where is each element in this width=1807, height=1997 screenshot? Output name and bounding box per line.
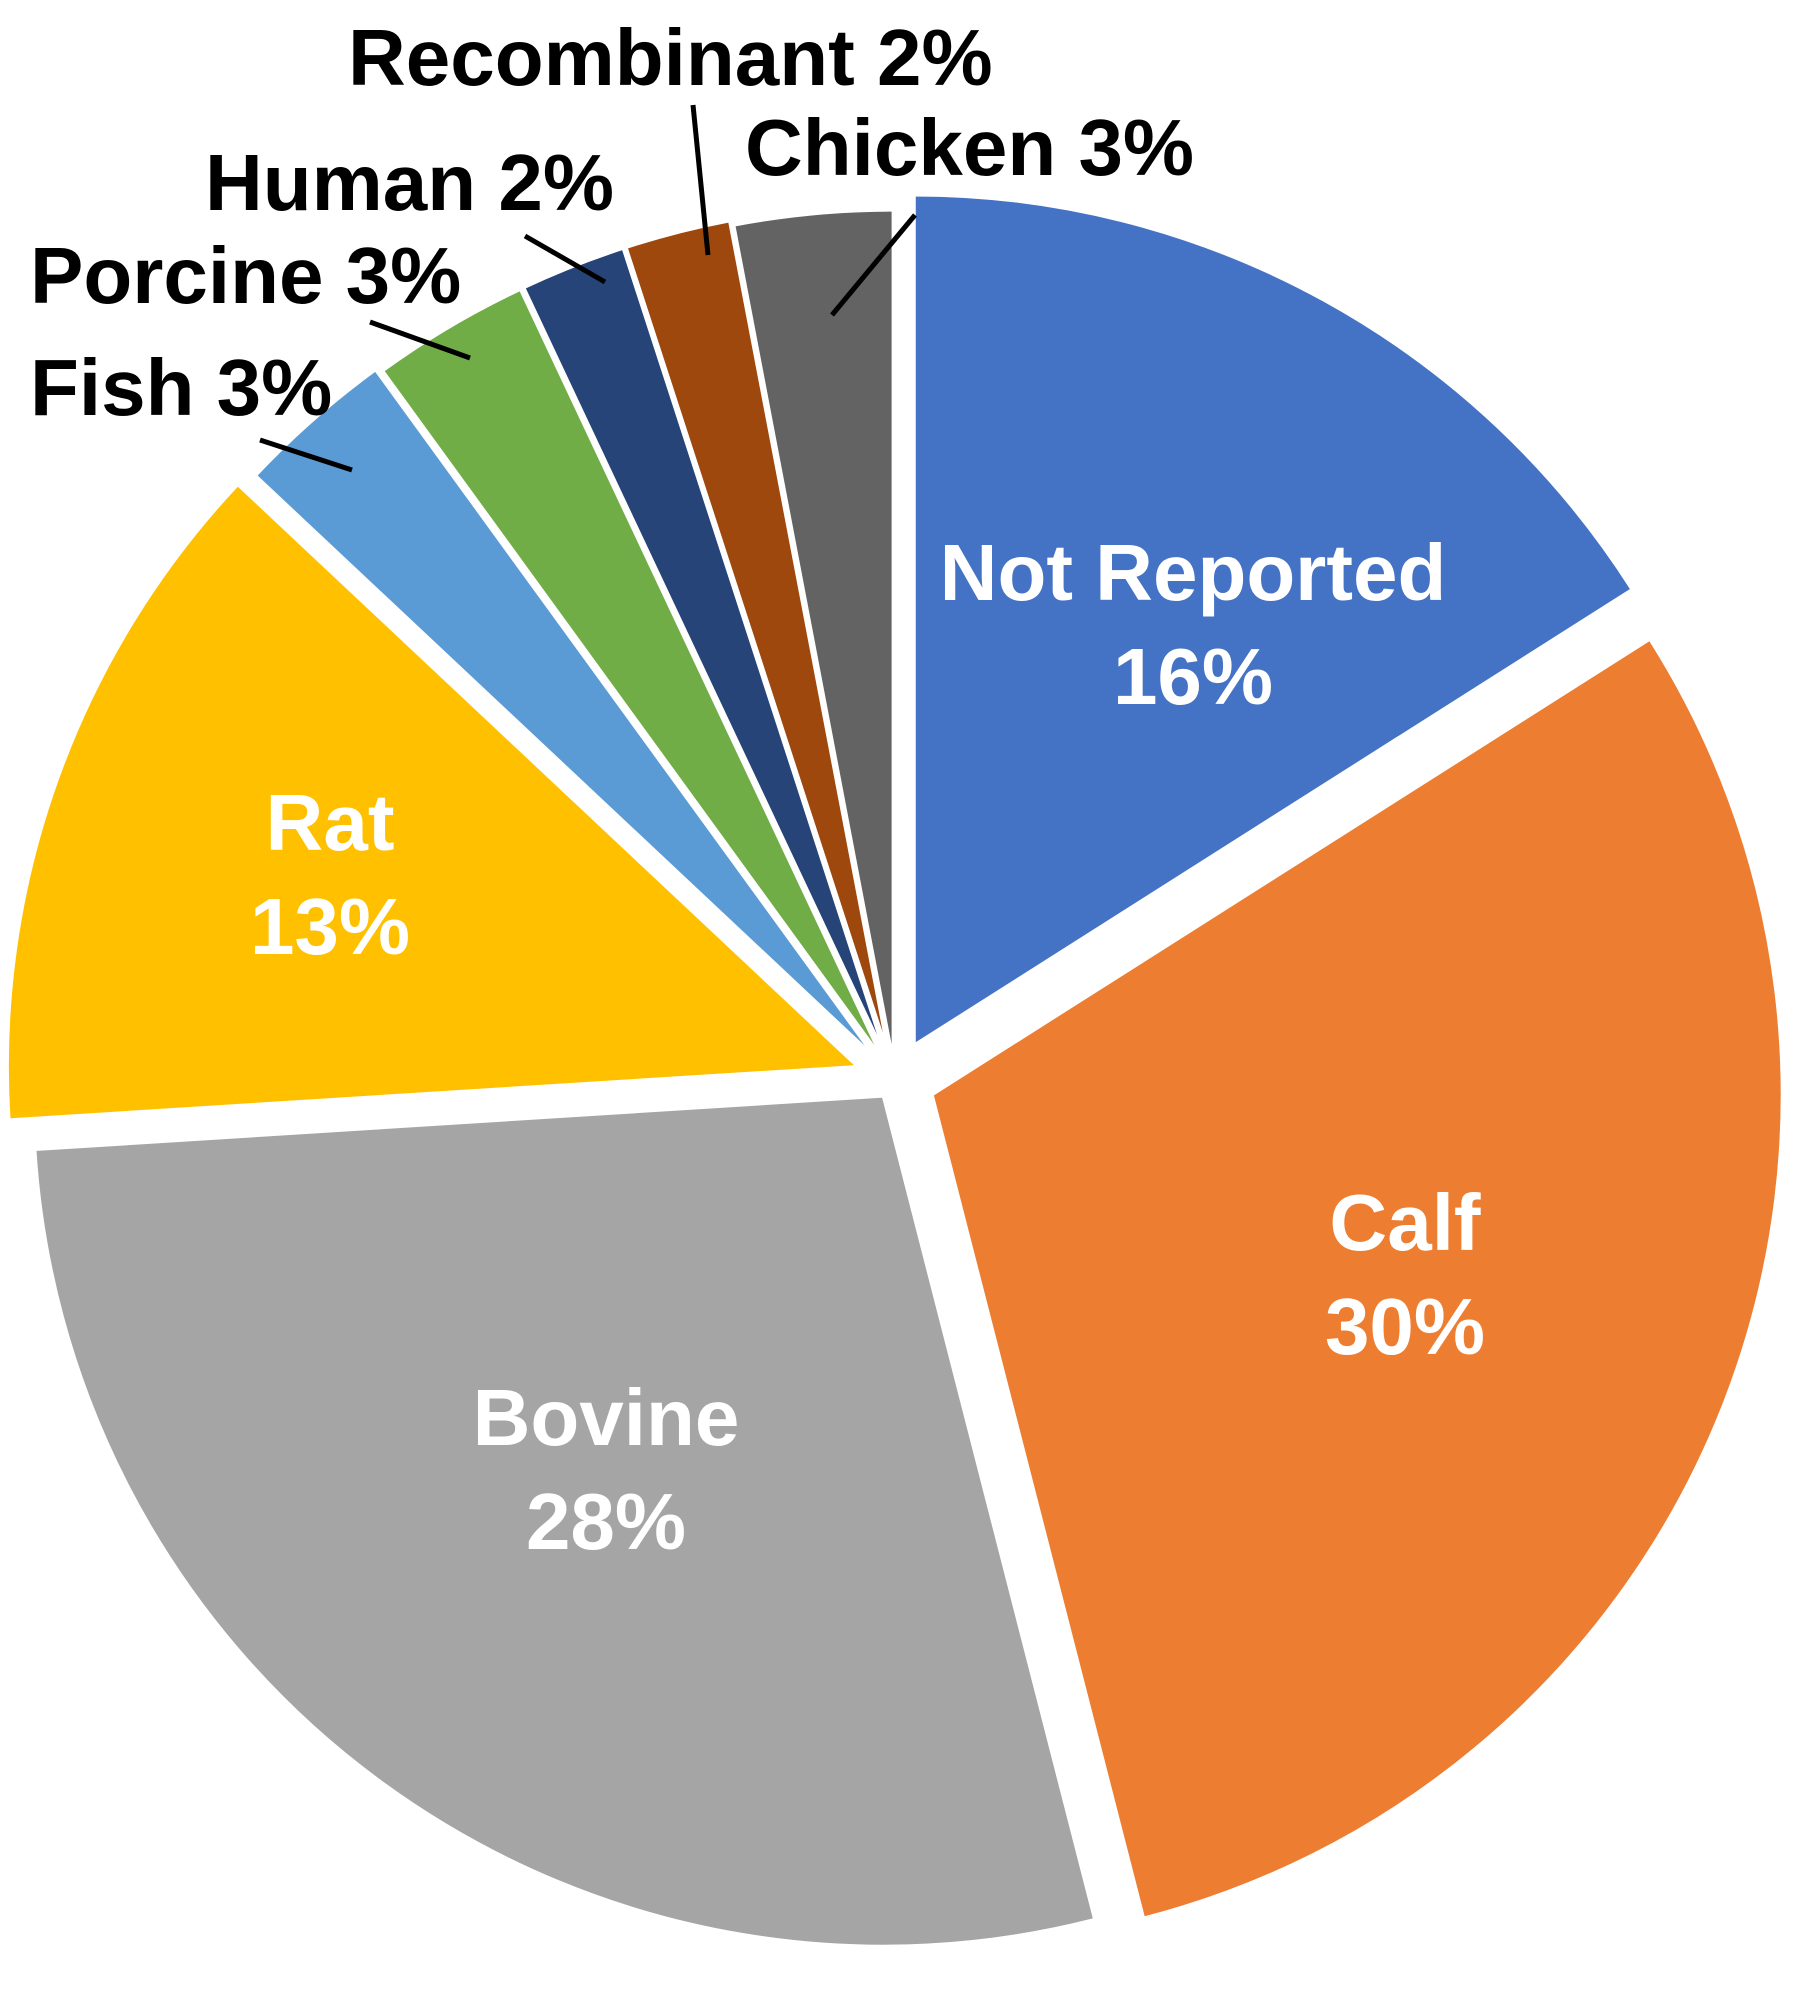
- slice-label-bovine: Bovine 28%: [473, 1373, 740, 1566]
- leader-line-porcine: [369, 319, 471, 361]
- pie-slice-calf: [930, 637, 1784, 1920]
- pie-slice-fish: [253, 367, 877, 1059]
- slice-label-recombinant: Recombinant 2%: [348, 13, 993, 102]
- pie-slice-chicken: [732, 208, 895, 1061]
- pie-slice-porcine: [380, 287, 884, 1060]
- slice-label-name-calf: Calf: [1329, 1178, 1480, 1267]
- slice-label-name-rat: Rat: [266, 778, 395, 867]
- leader-line-chicken: [830, 213, 917, 317]
- slice-label-value-not-reported: 16%: [1113, 632, 1273, 721]
- pie-slice-not-reported: [912, 193, 1635, 1048]
- slice-label-name-bovine: Bovine: [473, 1373, 740, 1462]
- slice-label-value-bovine: 28%: [526, 1477, 686, 1566]
- slice-label-not-reported: Not Reported 16%: [940, 528, 1447, 721]
- slice-label-fish: Fish 3%: [30, 343, 332, 432]
- pie-slice-human: [521, 246, 888, 1058]
- leader-line-human: [523, 233, 607, 285]
- leader-line-recombinant: [690, 104, 711, 256]
- slice-label-human: Human 2%: [205, 138, 614, 227]
- pie-slice-recombinant: [624, 219, 891, 1057]
- slice-label-porcine: Porcine 3%: [30, 231, 461, 320]
- leader-line-fish: [259, 437, 353, 473]
- slice-label-rat: Rat 13%: [250, 778, 410, 971]
- slice-label-value-calf: 30%: [1325, 1282, 1485, 1371]
- pie-slice-rat: [5, 482, 861, 1122]
- slice-label-name-not-reported: Not Reported: [940, 528, 1447, 617]
- slice-label-calf: Calf 30%: [1325, 1178, 1485, 1371]
- slice-label-value-rat: 13%: [250, 882, 410, 971]
- pie-slice-bovine: [33, 1094, 1097, 1948]
- slice-label-chicken: Chicken 3%: [745, 103, 1194, 192]
